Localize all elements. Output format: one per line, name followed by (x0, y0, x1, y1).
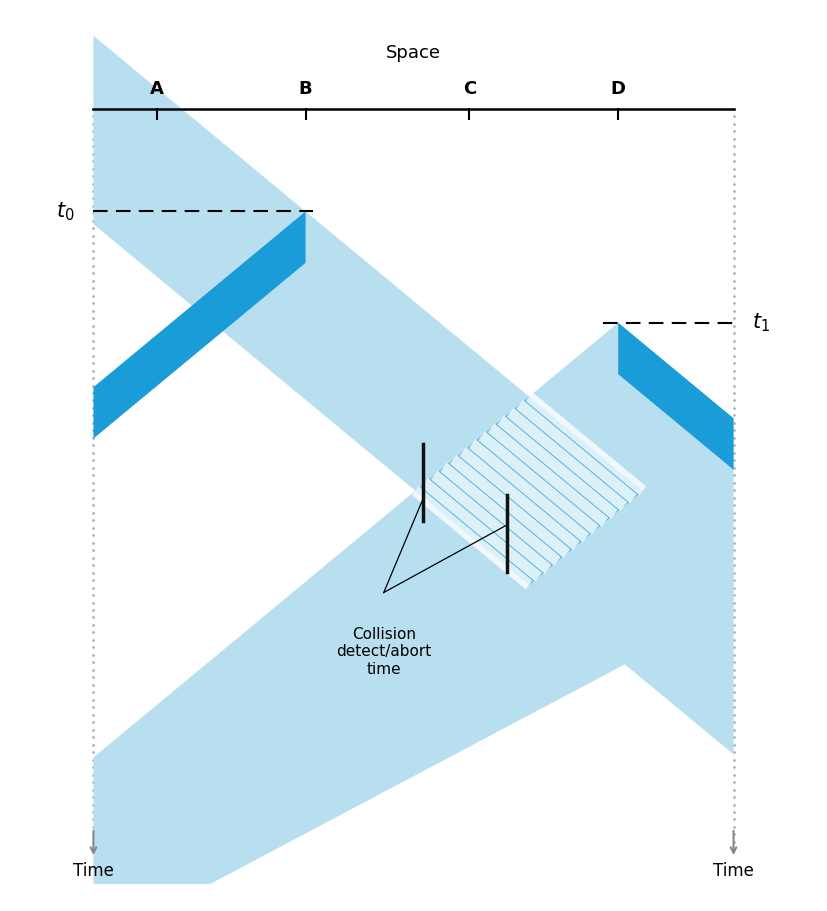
Text: Space: Space (386, 44, 441, 62)
Polygon shape (618, 322, 734, 470)
Polygon shape (93, 36, 734, 754)
Polygon shape (93, 322, 734, 911)
Polygon shape (450, 455, 571, 558)
Polygon shape (497, 415, 618, 518)
Polygon shape (441, 463, 561, 566)
Polygon shape (422, 478, 542, 581)
Polygon shape (431, 471, 552, 574)
Text: $t_0$: $t_0$ (56, 200, 74, 223)
Polygon shape (526, 392, 646, 496)
Polygon shape (412, 486, 533, 589)
Text: B: B (299, 80, 313, 98)
Polygon shape (516, 400, 637, 503)
Polygon shape (507, 408, 627, 511)
Polygon shape (469, 439, 590, 542)
Text: Time: Time (713, 862, 754, 880)
Text: Time: Time (73, 862, 114, 880)
Polygon shape (415, 396, 643, 585)
Text: C: C (462, 80, 476, 98)
Text: A: A (150, 80, 164, 98)
Text: Collision
detect/abort
time: Collision detect/abort time (336, 627, 432, 677)
Polygon shape (488, 424, 608, 527)
Text: $t_1$: $t_1$ (753, 312, 770, 334)
Polygon shape (93, 211, 306, 438)
Polygon shape (478, 432, 599, 535)
Polygon shape (459, 447, 580, 550)
Text: D: D (610, 80, 626, 98)
